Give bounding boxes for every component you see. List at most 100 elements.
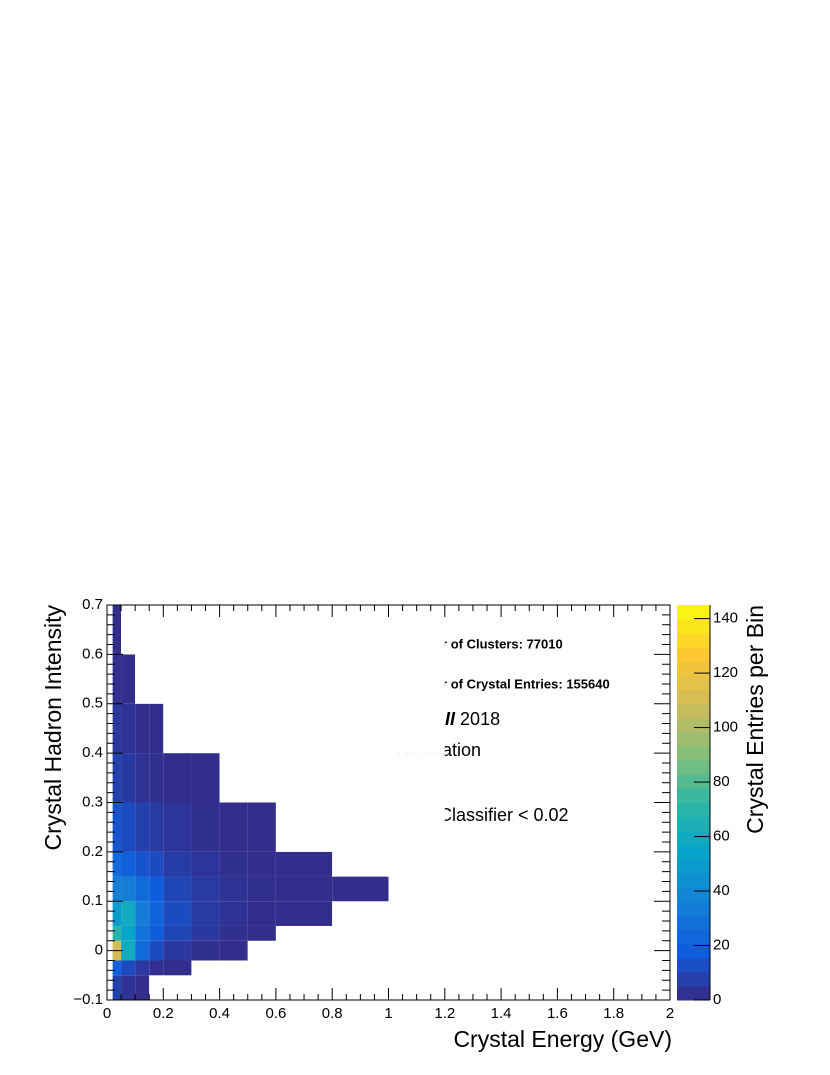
z-tick-label: 120 xyxy=(713,664,738,681)
heatmap-cell xyxy=(149,605,164,655)
x-tick-label: 1 xyxy=(384,1005,392,1022)
heatmap-cell xyxy=(135,654,150,704)
heatmap-cell xyxy=(107,654,113,704)
x-tick-label: 1.4 xyxy=(491,1005,512,1022)
heatmap-cell xyxy=(247,753,276,803)
heatmap-cell xyxy=(163,753,192,803)
colorbar-step xyxy=(677,985,710,1001)
heatmap-cell xyxy=(247,901,276,926)
x-tick-label: 2 xyxy=(666,1005,674,1022)
heatmap-cell xyxy=(275,703,333,754)
heatmap-cell xyxy=(275,851,333,877)
x-tick-label: 0.2 xyxy=(153,1005,174,1022)
colorbar-step xyxy=(677,957,710,973)
heatmap-cell xyxy=(388,940,445,961)
heatmap-cell xyxy=(219,940,248,961)
heatmap-cell xyxy=(121,703,136,754)
colorbar-step xyxy=(677,844,710,860)
heatmap-cell xyxy=(121,960,136,976)
heatmap-cell xyxy=(219,753,248,803)
heatmap-cell xyxy=(388,654,445,704)
colorbar-label: Crystal Entries per Bin xyxy=(742,605,768,834)
heatmap-cell xyxy=(149,802,164,852)
heatmap-cell xyxy=(149,876,164,902)
heatmap-cell xyxy=(107,901,113,926)
heatmap-cell xyxy=(135,876,150,902)
heatmap-cell xyxy=(163,925,192,941)
y-tick-label: 0.5 xyxy=(82,695,103,712)
heatmap-cell xyxy=(135,802,150,852)
heatmap-cell xyxy=(107,703,113,754)
heatmap-cell xyxy=(121,654,136,704)
heatmap-cell xyxy=(388,802,445,852)
z-tick-label: 40 xyxy=(713,882,730,899)
heatmap-cell xyxy=(149,960,164,976)
heatmap-cell xyxy=(388,753,445,803)
colorbar-step xyxy=(677,858,710,874)
y-tick-label: 0.4 xyxy=(82,744,103,761)
heatmap-cell xyxy=(149,901,164,926)
x-tick-label: 1.6 xyxy=(547,1005,568,1022)
heatmap-cell xyxy=(247,925,276,941)
y-tick-label: 0.7 xyxy=(82,596,103,613)
heatmap-cell xyxy=(163,960,192,976)
y-tick-label: 0 xyxy=(95,942,103,959)
heatmap-cell xyxy=(219,876,248,902)
heatmap-cell xyxy=(247,876,276,902)
heatmap-cell xyxy=(275,802,333,852)
heatmap-cell xyxy=(388,876,445,902)
heatmap-cell xyxy=(388,703,445,754)
heatmap-cell xyxy=(191,940,220,961)
heatmap-cell xyxy=(332,940,389,961)
heatmap-cell xyxy=(247,960,276,976)
heatmap-cell xyxy=(191,605,220,655)
y-tick-label: −0.1 xyxy=(73,991,103,1008)
heatmap-cell xyxy=(107,605,113,655)
heatmap-cell xyxy=(121,876,136,902)
heatmap-cell xyxy=(121,753,136,803)
z-tick-label: 60 xyxy=(713,828,730,845)
heatmap-cell xyxy=(135,940,150,961)
colorbar-step xyxy=(677,943,710,959)
heatmap-cell xyxy=(163,605,192,655)
heatmap-cell xyxy=(107,975,113,1000)
heatmap-cell xyxy=(332,925,389,941)
heatmap-cell xyxy=(112,960,122,976)
heatmap-cell xyxy=(247,802,276,852)
heatmap-cell xyxy=(112,605,122,655)
heatmap-cell xyxy=(121,925,136,941)
heatmap-cell xyxy=(107,925,113,941)
heatmap-cell xyxy=(121,975,136,1000)
colorbar-step xyxy=(677,703,710,719)
x-tick-label: 0.6 xyxy=(265,1005,286,1022)
colorbar-step xyxy=(677,788,710,803)
heatmap-cell xyxy=(135,605,150,655)
heatmap-cell xyxy=(219,925,248,941)
heatmap-cell xyxy=(191,901,220,926)
heatmap-cell xyxy=(388,925,445,941)
heatmap-cell xyxy=(163,901,192,926)
heatmap-cell xyxy=(121,802,136,852)
heatmap-cell xyxy=(247,605,276,655)
heatmap-cell xyxy=(219,901,248,926)
heatmap-cell xyxy=(112,802,122,852)
heatmap-cell xyxy=(191,925,220,941)
heatmap-cell xyxy=(163,703,192,754)
heatmap-cell xyxy=(275,876,333,902)
heatmap-cell xyxy=(112,925,122,941)
heatmap-cell xyxy=(107,876,113,902)
heatmap-cell xyxy=(135,975,150,1000)
heatmap-cell xyxy=(191,876,220,902)
heatmap-cell xyxy=(135,960,150,976)
heatmap-cell xyxy=(135,703,150,754)
heatmap-cell xyxy=(275,960,333,976)
heatmap-cell xyxy=(332,703,389,754)
heatmap-cell xyxy=(135,901,150,926)
heatmap-cell xyxy=(112,901,122,926)
heatmap-cell xyxy=(219,703,248,754)
x-tick-label: 0.8 xyxy=(322,1005,343,1022)
z-tick-label: 100 xyxy=(713,719,738,736)
heatmap-cell xyxy=(163,802,192,852)
